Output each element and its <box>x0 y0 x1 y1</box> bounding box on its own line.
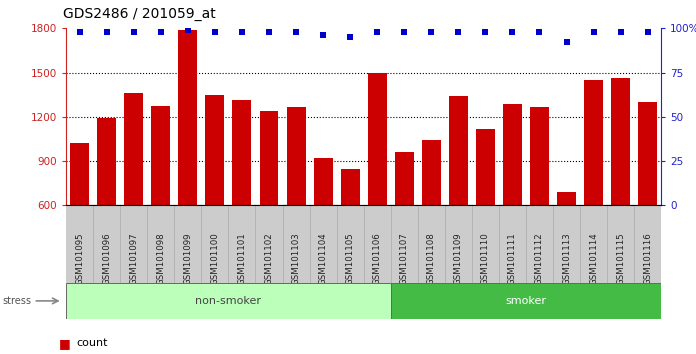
Bar <box>260 111 278 205</box>
Point <box>263 29 274 35</box>
Bar <box>638 102 657 205</box>
Point <box>155 29 166 35</box>
Text: GDS2486 / 201059_at: GDS2486 / 201059_at <box>63 7 215 21</box>
Bar <box>367 73 387 205</box>
Point <box>345 34 356 40</box>
Bar <box>70 143 89 205</box>
Bar <box>314 158 333 205</box>
Text: non-smoker: non-smoker <box>196 296 262 306</box>
Bar <box>287 107 306 205</box>
Bar <box>557 192 576 205</box>
Bar <box>422 141 441 205</box>
Bar <box>125 93 143 205</box>
Bar <box>205 95 224 205</box>
Point <box>372 29 383 35</box>
Bar <box>449 96 468 205</box>
Bar <box>476 129 495 205</box>
Bar <box>584 80 603 205</box>
Point <box>101 29 112 35</box>
Point <box>290 29 301 35</box>
Bar <box>151 106 171 205</box>
Point <box>426 29 437 35</box>
Point <box>642 29 654 35</box>
Bar <box>503 104 522 205</box>
Bar <box>66 283 390 319</box>
Bar <box>340 169 360 205</box>
Point <box>480 29 491 35</box>
Bar <box>530 107 549 205</box>
Point <box>237 29 248 35</box>
Bar <box>232 100 251 205</box>
Text: stress: stress <box>3 296 32 306</box>
Bar <box>611 79 630 205</box>
Bar <box>395 152 413 205</box>
Point <box>317 33 329 38</box>
Point <box>128 29 139 35</box>
Point <box>209 29 221 35</box>
Point <box>182 27 193 33</box>
Bar <box>97 118 116 205</box>
Point <box>615 29 626 35</box>
Bar <box>178 30 197 205</box>
Point <box>588 29 599 35</box>
Point <box>453 29 464 35</box>
Text: smoker: smoker <box>505 296 546 306</box>
Bar <box>390 283 661 319</box>
Text: count: count <box>77 338 108 348</box>
Point <box>534 29 545 35</box>
Point <box>399 29 410 35</box>
Point <box>507 29 518 35</box>
Point <box>74 29 85 35</box>
Point <box>561 40 572 45</box>
Text: ■: ■ <box>59 337 71 350</box>
